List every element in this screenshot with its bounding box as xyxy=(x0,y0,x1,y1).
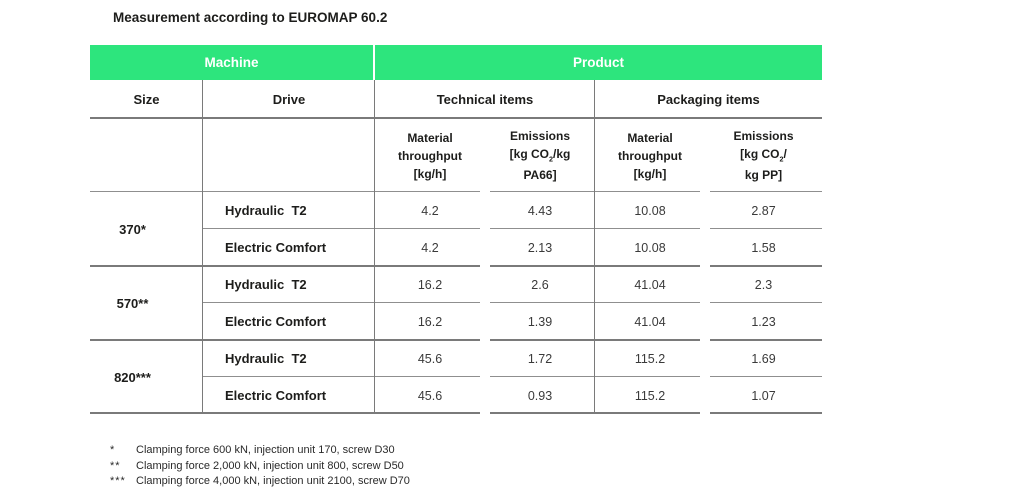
header-product-label: Product xyxy=(572,55,624,70)
page-title: Measurement according to EUROMAP 60.2 xyxy=(113,10,388,25)
value-cell: 0.93 xyxy=(527,388,553,403)
drive-cell: Hydraulic T2 xyxy=(225,277,307,292)
footnotes: * Clamping force 600 kN, injection unit 1… xyxy=(110,443,410,490)
value-cell: 2.6 xyxy=(531,277,549,292)
value-cell: 1.69 xyxy=(751,351,776,366)
table-grid-line xyxy=(374,80,375,414)
value-cell: 1.07 xyxy=(751,388,776,403)
value-cell: 4.43 xyxy=(527,203,553,218)
value-cell: 16.2 xyxy=(417,277,443,292)
table-grid-line xyxy=(203,302,480,303)
table-grid-line xyxy=(710,376,822,377)
table-grid-line xyxy=(90,265,480,267)
table-grid-line xyxy=(710,339,822,341)
column-header-material-throughput-technical: Material throughput [kg/h] xyxy=(398,130,462,181)
value-cell: 16.2 xyxy=(417,314,443,329)
table-grid-line xyxy=(90,191,480,192)
value-cell: 1.72 xyxy=(527,351,553,366)
value-cell: 41.04 xyxy=(634,314,666,329)
header-cell-machine: Machine xyxy=(90,45,375,80)
table-grid-line xyxy=(90,412,480,414)
footnote-text: Clamping force 2,000 kN, injection unit … xyxy=(136,459,404,472)
value-cell: 4.2 xyxy=(421,240,439,255)
table-grid-line xyxy=(490,412,700,414)
subheader-drive: Drive xyxy=(272,92,306,107)
table-grid-line xyxy=(710,265,822,267)
size-cell-570: 570** xyxy=(116,295,149,311)
value-cell: 1.58 xyxy=(751,240,776,255)
footnote-marker: ** xyxy=(110,459,121,472)
value-cell: 45.6 xyxy=(417,388,443,403)
table-grid-line xyxy=(710,228,822,229)
value-cell: 41.04 xyxy=(634,277,666,292)
value-cell: 10.08 xyxy=(634,203,666,218)
value-cell: 115.2 xyxy=(634,351,666,366)
footnote-row: *** Clamping force 4,000 kN, injection un… xyxy=(110,474,410,490)
table-grid-line xyxy=(594,80,595,414)
table-grid-line xyxy=(490,265,700,267)
column-header-emissions-technical: Emissions [kg CO2/kg PA66] xyxy=(509,129,571,182)
value-cell: 2.87 xyxy=(751,203,776,218)
size-cell-370: 370* xyxy=(119,221,146,237)
table-grid-line xyxy=(203,228,480,229)
table-grid-line xyxy=(202,80,203,414)
footnote-text: Clamping force 4,000 kN, injection unit … xyxy=(136,475,410,487)
value-cell: 10.08 xyxy=(634,240,666,255)
header-machine-label: Machine xyxy=(204,55,259,70)
drive-cell: Electric Comfort xyxy=(225,314,327,329)
footnote-row: * Clamping force 600 kN, injection unit 1… xyxy=(110,443,410,459)
value-cell: 4.2 xyxy=(421,203,439,218)
drive-cell: Electric Comfort xyxy=(225,240,327,255)
table-grid-line xyxy=(710,302,822,303)
table-grid-line xyxy=(710,191,822,192)
table-grid-line xyxy=(490,339,700,341)
table-grid-line xyxy=(490,228,700,229)
value-cell: 1.23 xyxy=(751,314,776,329)
table-grid-line xyxy=(710,412,822,414)
drive-cell: Hydraulic T2 xyxy=(225,351,307,366)
table-grid-line xyxy=(490,302,700,303)
size-cell-820: 820*** xyxy=(114,369,151,385)
value-cell: 115.2 xyxy=(634,388,666,403)
footnote-row: ** Clamping force 2,000 kN, injection uni… xyxy=(110,459,410,475)
subheader-technical-items: Technical items xyxy=(436,92,534,107)
drive-cell: Electric Comfort xyxy=(225,388,327,403)
footnote-marker: *** xyxy=(110,475,126,487)
value-cell: 45.6 xyxy=(417,351,443,366)
subheader-packaging-items: Packaging items xyxy=(657,92,760,107)
table-grid-line xyxy=(203,376,480,377)
table-grid-line xyxy=(90,339,480,341)
value-cell: 2.3 xyxy=(754,277,773,292)
table-grid-line xyxy=(90,117,822,119)
measurement-table: Machine Product Size Drive Technical ite… xyxy=(90,45,822,414)
footnote-text: Clamping force 600 kN, injection unit 17… xyxy=(136,444,395,456)
footnote-marker: * xyxy=(110,444,116,456)
drive-cell: Hydraulic T2 xyxy=(225,203,307,218)
value-cell: 1.39 xyxy=(527,314,553,329)
table-grid-line xyxy=(490,191,700,192)
subheader-size: Size xyxy=(133,92,160,107)
column-header-material-throughput-packaging: Material throughput [kg/h] xyxy=(618,130,682,181)
value-cell: 2.13 xyxy=(527,240,553,255)
header-cell-product: Product xyxy=(375,45,822,80)
column-header-emissions-packaging: Emissions [kg CO2/ kg PP] xyxy=(733,129,794,182)
table-grid-line xyxy=(490,376,700,377)
